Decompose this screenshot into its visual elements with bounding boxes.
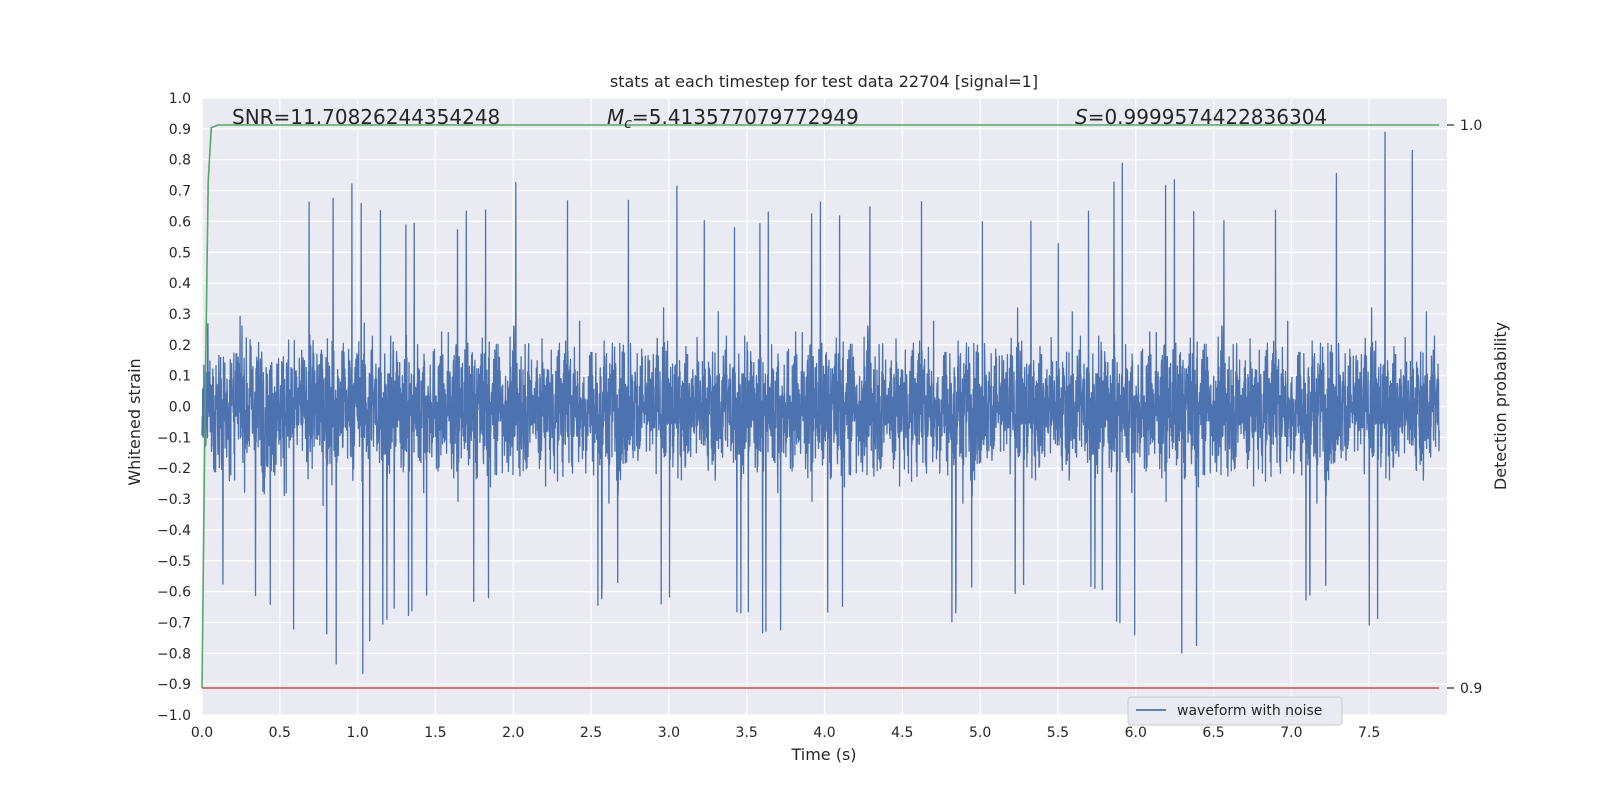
- y2-axis-label: Detection probability: [1491, 322, 1510, 490]
- x-tick-label: 2.0: [502, 725, 524, 741]
- statistic-annotation: S=0.9999574422836304: [1075, 105, 1327, 129]
- x-tick-label: 5.0: [969, 725, 991, 741]
- x-tick-label: 2.5: [580, 725, 602, 741]
- y-tick-label: −0.2: [157, 461, 191, 477]
- y-tick-label: −0.8: [157, 646, 191, 662]
- chirp-mass-value: =5.413577079772949: [632, 105, 859, 129]
- x-axis-label: Time (s): [790, 745, 856, 764]
- legend: waveform with noise: [1127, 696, 1343, 726]
- y-tick-label: 0.1: [169, 369, 191, 385]
- y-tick-label: 0.8: [169, 153, 191, 169]
- chirp-mass-symbol: M: [607, 105, 624, 129]
- x-tick-label: 0.0: [191, 725, 213, 741]
- x-tick-label: 7.5: [1358, 725, 1380, 741]
- probability-series: [201, 124, 1440, 689]
- y-tick-label: 0.9: [169, 122, 191, 138]
- x-tick-label: 3.0: [658, 725, 680, 741]
- statistic-symbol: S: [1075, 105, 1088, 129]
- y-tick-label: −0.9: [157, 677, 191, 693]
- chirp-mass-annotation: Mc=5.413577079772949: [607, 105, 859, 132]
- y2-axis-ticks: 1.0 0.9: [1447, 118, 1482, 697]
- x-tick-label: 1.5: [424, 725, 446, 741]
- x-tick-label: 3.5: [736, 725, 758, 741]
- statistic-value: =0.9999574422836304: [1088, 105, 1327, 129]
- x-tick-label: 6.0: [1125, 725, 1147, 741]
- x-tick-label: 4.0: [813, 725, 835, 741]
- y-tick-label: −0.3: [157, 492, 191, 508]
- x-tick-label: 1.0: [346, 725, 368, 741]
- y-tick-label: 0.7: [169, 184, 191, 200]
- y-axis-label: Whitened strain: [125, 358, 144, 485]
- x-tick-label: 4.5: [891, 725, 913, 741]
- y-tick-label: −0.6: [157, 585, 191, 601]
- waveform-series: [201, 131, 1440, 675]
- x-tick-label: 6.5: [1202, 725, 1224, 741]
- y2-tick-label: 1.0: [1460, 118, 1482, 134]
- x-tick-label: 5.5: [1047, 725, 1069, 741]
- y-tick-label: −0.5: [157, 554, 191, 570]
- y-tick-label: 0.3: [169, 307, 191, 323]
- chirp-mass-subscript: c: [624, 116, 632, 132]
- y-tick-label: 1.0: [169, 91, 191, 107]
- x-tick-label: 0.5: [269, 725, 291, 741]
- y-tick-label: 0.6: [169, 214, 191, 230]
- waveform-line: [201, 131, 1440, 675]
- x-axis-ticks: 0.0 0.5 1.0 1.5 2.0 2.5 3.0 3.5 4.0 4.5 5.0 5.5 6.0 6…: [191, 725, 1380, 741]
- snr-annotation: SNR=11.70826244354248: [232, 105, 500, 129]
- y-tick-label: −0.1: [157, 430, 191, 446]
- y-tick-label: 0.4: [169, 276, 191, 292]
- y-tick-label: −1.0: [157, 708, 191, 724]
- y-tick-label: 0.2: [169, 338, 191, 354]
- chart-title: stats at each timestep for test data 227…: [610, 72, 1038, 91]
- legend-frame: [1127, 696, 1343, 726]
- y-tick-label: 0.5: [169, 245, 191, 261]
- x-tick-label: 7.0: [1280, 725, 1302, 741]
- y-tick-label: 0.0: [169, 400, 191, 416]
- y-tick-label: −0.4: [157, 523, 191, 539]
- y-tick-label: −0.7: [157, 615, 191, 631]
- legend-label-waveform: waveform with noise: [1177, 703, 1322, 719]
- detection-probability-line: [201, 124, 1440, 689]
- y2-tick-label: 0.9: [1460, 681, 1482, 697]
- y-axis-ticks: 1.0 0.9 0.8 0.7 0.6 0.5 0.4 0.3 0.2 0.1 0.0 −0.1 −0.…: [157, 91, 191, 724]
